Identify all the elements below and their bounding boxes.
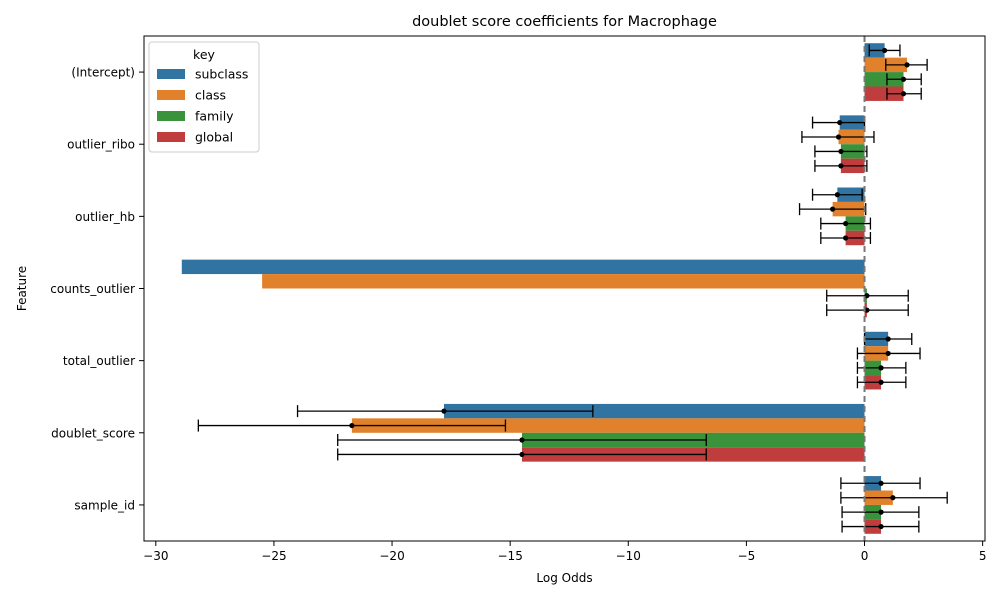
x-tick-label: −20 xyxy=(379,549,404,563)
y-tick-label: outlier_hb xyxy=(75,210,135,224)
point-subclass-sample_id xyxy=(878,480,884,486)
x-axis-label: Log Odds xyxy=(536,571,592,585)
point-class-sample_id xyxy=(890,495,896,501)
x-tick-label: 0 xyxy=(861,549,869,563)
point-subclass-doublet_score xyxy=(441,408,447,414)
point-global-outlier_ribo xyxy=(838,163,844,169)
legend-swatch-class xyxy=(157,90,185,100)
x-axis: −30 −25 −20 −15 −10 −5 0 5 xyxy=(143,541,986,563)
point-class-total_outlier xyxy=(885,350,891,357)
point-subclass-outlier_ribo xyxy=(837,119,843,126)
point-global-(Intercept) xyxy=(900,91,907,97)
point-family-outlier_hb xyxy=(843,220,849,227)
point-subclass-outlier_hb xyxy=(834,192,840,198)
y-tick-label: doublet_score xyxy=(51,426,135,440)
bar-class-counts_outlier xyxy=(262,274,865,289)
x-tick-label: −15 xyxy=(498,549,523,563)
y-tick-label: outlier_ribo xyxy=(67,138,135,152)
x-tick-label: 5 xyxy=(979,549,987,563)
point-family-doublet_score xyxy=(519,437,525,443)
point-family-outlier_ribo xyxy=(838,148,844,155)
y-axis: (Intercept) outlier_ribo outlier_hb counts_… xyxy=(50,66,144,512)
y-axis-label: Feature xyxy=(15,266,29,311)
point-global-doublet_score xyxy=(519,451,525,458)
x-tick-label: −25 xyxy=(261,549,286,563)
point-family-sample_id xyxy=(878,509,884,515)
chart-title: doublet score coefficients for Macrophag… xyxy=(412,14,717,30)
point-global-outlier_hb xyxy=(843,235,849,241)
legend-swatch-subclass xyxy=(157,69,185,79)
point-subclass-total_outlier xyxy=(885,336,891,342)
bar-subclass-doublet_score xyxy=(444,403,865,419)
point-class-(Intercept) xyxy=(904,62,910,68)
y-tick-label: (Intercept) xyxy=(71,66,135,80)
x-tick-label: −30 xyxy=(143,549,168,563)
legend-label-subclass: subclass xyxy=(195,67,248,82)
y-tick-label: total_outlier xyxy=(63,354,135,368)
point-family-total_outlier xyxy=(878,365,884,371)
legend-swatch-global xyxy=(157,132,185,142)
x-tick-label: −5 xyxy=(738,549,756,563)
bar-family-(Intercept) xyxy=(864,72,904,87)
y-tick-label: counts_outlier xyxy=(50,282,135,296)
x-tick-label: −10 xyxy=(616,549,641,563)
point-global-counts_outlier xyxy=(864,307,870,313)
point-family-(Intercept) xyxy=(900,76,907,82)
point-class-outlier_ribo xyxy=(835,134,842,140)
errorbars-layer xyxy=(197,44,948,533)
y-tick-label: sample_id xyxy=(74,498,135,512)
legend: key subclass class family global xyxy=(148,41,260,153)
legend-label-global: global xyxy=(195,130,233,145)
bar-class-doublet_score xyxy=(351,418,865,433)
legend-label-class: class xyxy=(195,88,226,103)
legend-title: key xyxy=(193,47,215,62)
point-global-sample_id xyxy=(878,523,884,530)
point-global-total_outlier xyxy=(878,379,884,385)
bar-subclass-counts_outlier xyxy=(181,259,865,275)
point-class-outlier_hb xyxy=(830,206,836,212)
point-family-counts_outlier xyxy=(864,293,870,299)
bar-global-(Intercept) xyxy=(864,86,904,101)
legend-label-family: family xyxy=(195,109,234,124)
legend-swatch-family xyxy=(157,111,185,121)
point-class-doublet_score xyxy=(349,422,355,429)
point-subclass-(Intercept) xyxy=(881,47,888,54)
